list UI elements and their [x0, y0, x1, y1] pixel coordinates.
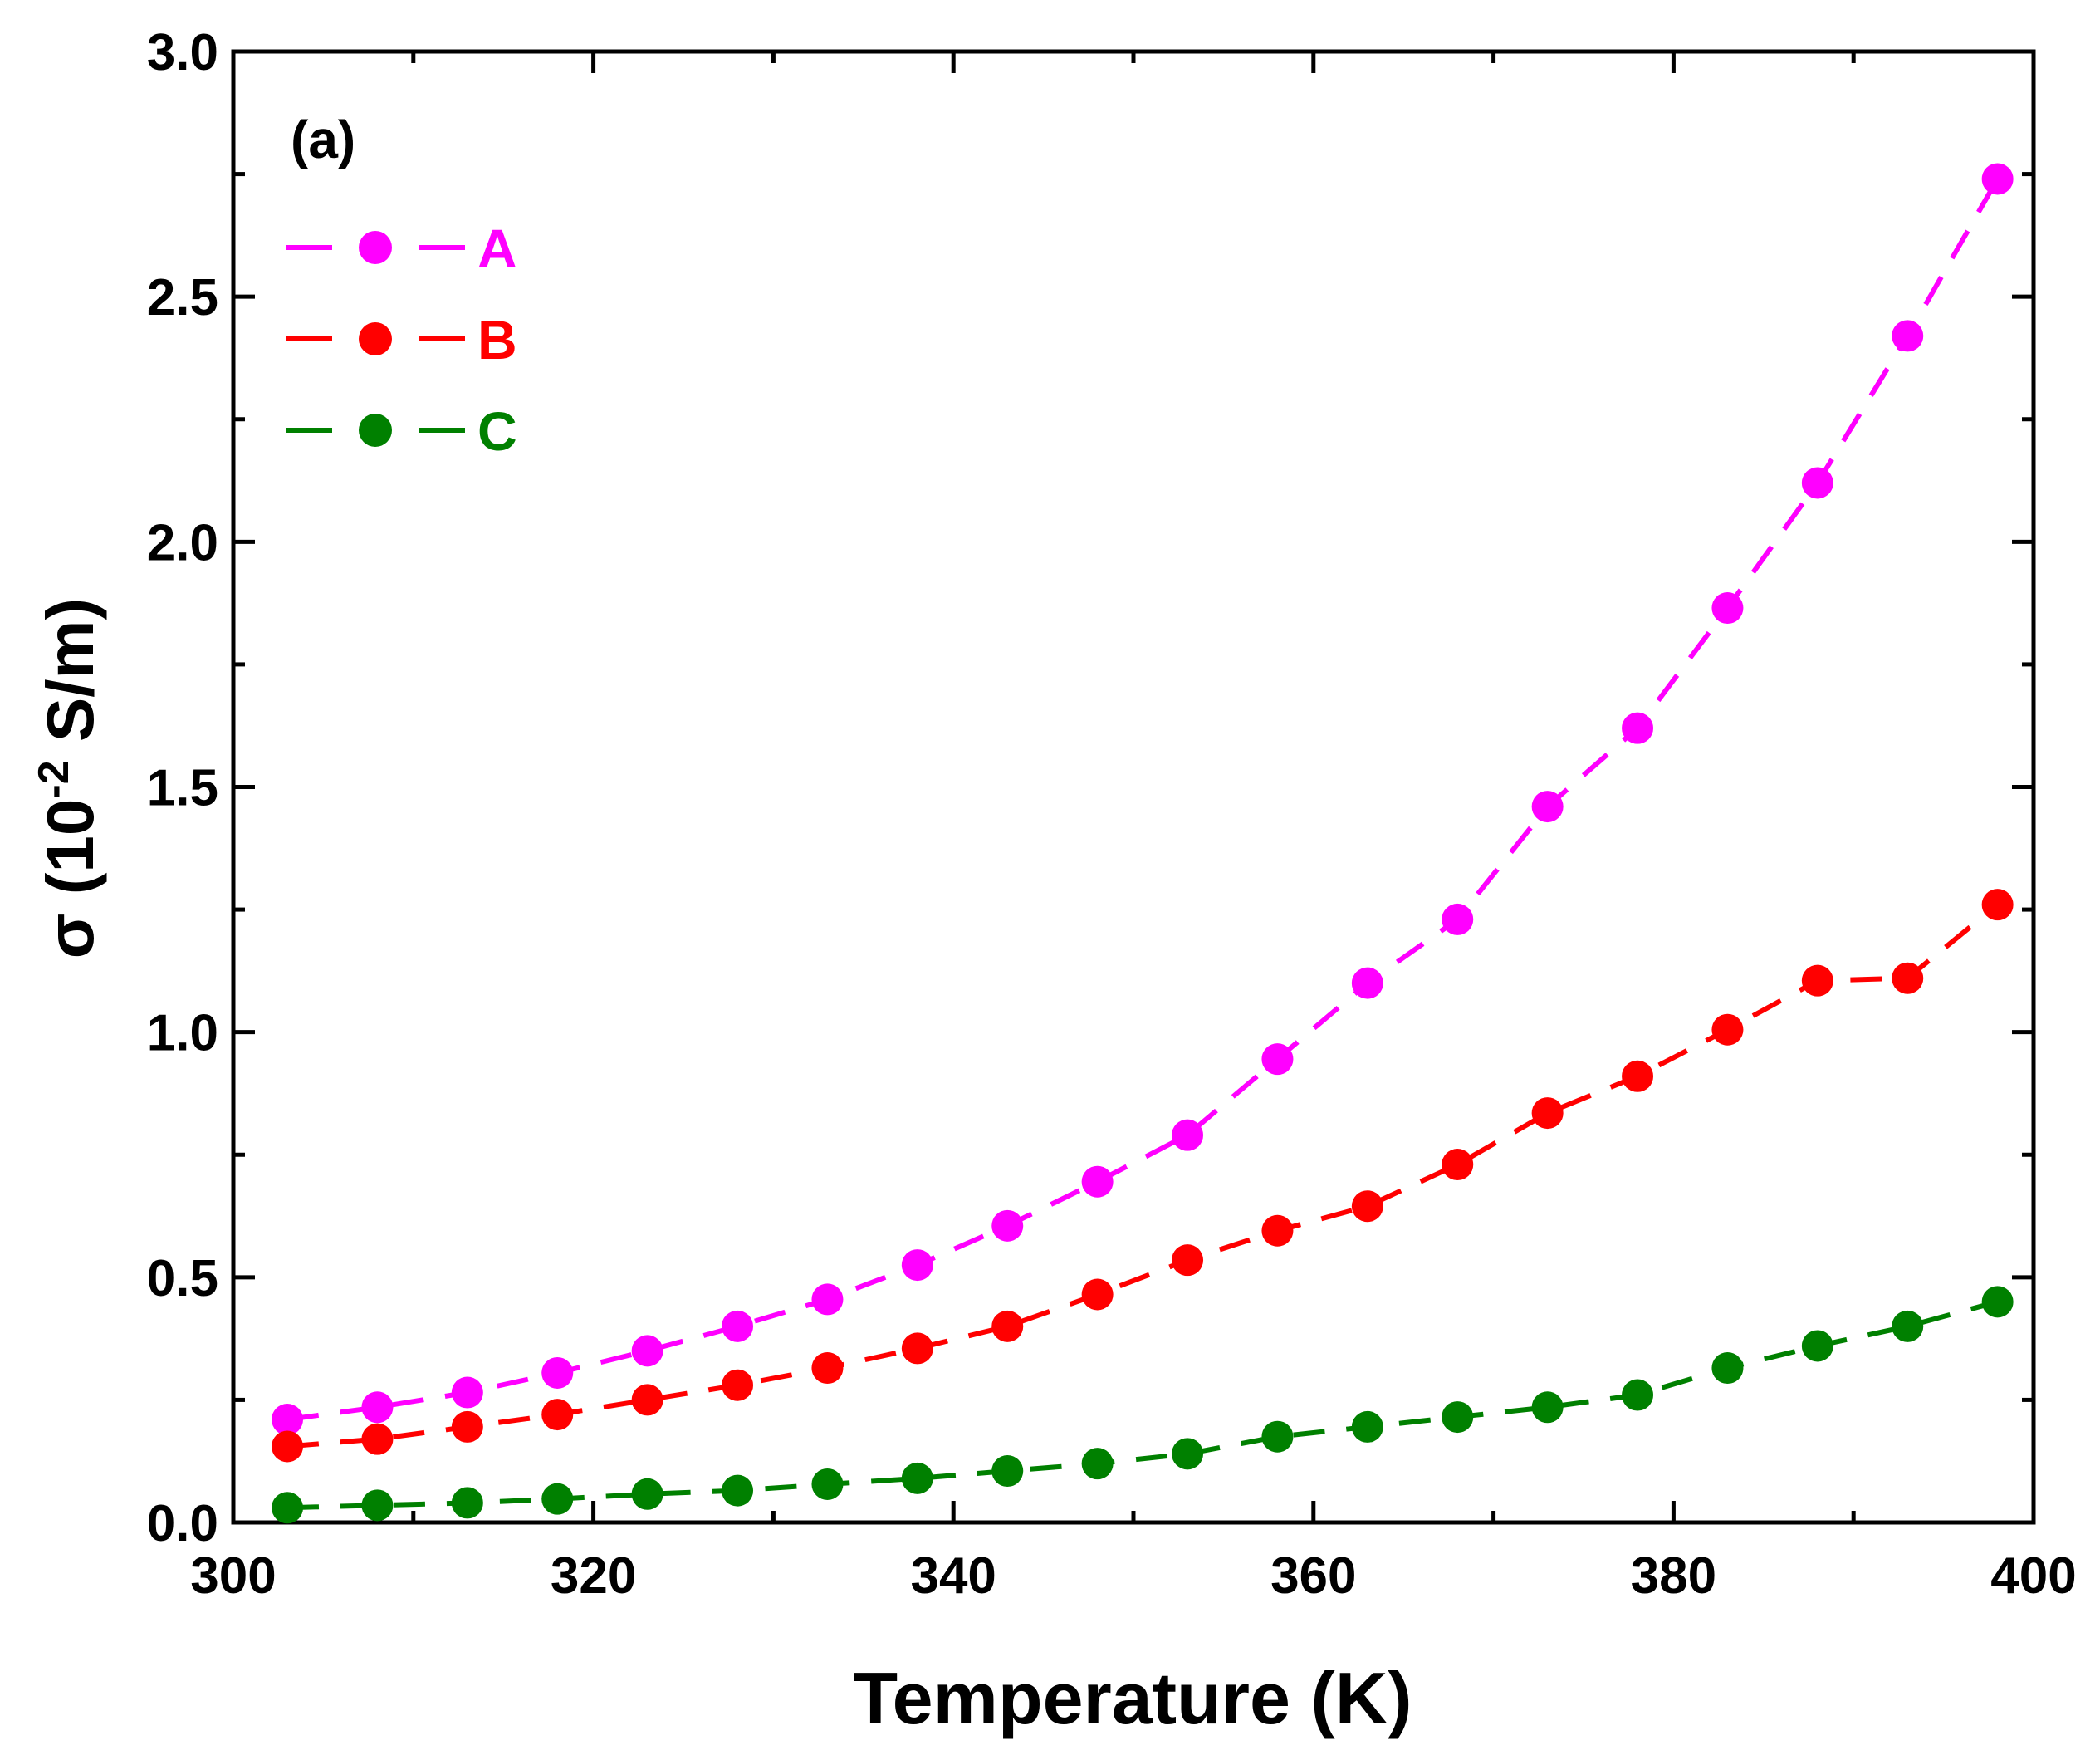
data-point-B [1622, 1060, 1654, 1092]
legend-item-B: B [286, 309, 517, 370]
data-point-A [361, 1391, 394, 1424]
legend: ABC [286, 218, 517, 462]
data-point-C [722, 1474, 754, 1507]
data-point-C [541, 1483, 574, 1515]
data-point-B [451, 1410, 483, 1443]
data-point-A [1531, 791, 1564, 823]
data-point-C [631, 1478, 663, 1510]
data-point-B [541, 1399, 574, 1431]
data-point-B [272, 1430, 304, 1463]
legend-marker [359, 322, 392, 355]
data-point-C [1622, 1379, 1654, 1411]
series-A [272, 163, 2014, 1436]
data-point-B [1801, 964, 1833, 997]
data-point-B [361, 1423, 394, 1455]
data-point-A [1081, 1165, 1114, 1198]
data-point-A [1801, 467, 1833, 499]
legend-item-A: A [286, 218, 517, 279]
data-point-C [1711, 1352, 1744, 1385]
legend-item-C: C [286, 400, 517, 462]
data-point-A [1622, 712, 1654, 744]
x-tick-label: 340 [910, 1547, 996, 1605]
data-point-B [1081, 1278, 1114, 1311]
x-tick-label: 400 [1990, 1547, 2076, 1605]
x-tick-label: 300 [190, 1547, 276, 1605]
data-point-A [811, 1283, 844, 1316]
data-point-B [1351, 1190, 1383, 1223]
y-tick-label: 3.0 [147, 24, 218, 81]
data-point-C [361, 1489, 394, 1522]
data-point-C [991, 1455, 1024, 1488]
y-tick-label: 0.0 [147, 1495, 218, 1552]
data-point-A [272, 1404, 304, 1436]
data-point-A [1981, 163, 2014, 195]
data-point-C [1442, 1401, 1474, 1434]
data-point-B [1172, 1244, 1204, 1277]
y-axis-title-sup: -2 [30, 760, 78, 798]
data-point-C [1892, 1310, 1924, 1342]
panel-label: (a) [291, 110, 355, 169]
data-point-A [1711, 592, 1744, 625]
data-point-A [451, 1376, 483, 1409]
legend-label: B [477, 309, 517, 370]
series-B [272, 889, 2014, 1463]
y-tick-label: 1.0 [147, 1005, 218, 1062]
y-axis-title: σ (10-2 S/m) [30, 598, 107, 958]
data-point-A [541, 1356, 574, 1389]
y-tick-label: 1.5 [147, 760, 218, 817]
data-point-B [1442, 1149, 1474, 1181]
data-point-A [901, 1249, 933, 1282]
data-point-C [272, 1492, 304, 1524]
data-point-C [1351, 1410, 1383, 1443]
data-point-B [722, 1369, 754, 1401]
legend-marker [359, 414, 392, 447]
data-point-B [811, 1352, 844, 1385]
series-layer [272, 163, 2014, 1524]
data-point-B [1261, 1214, 1294, 1247]
data-point-C [451, 1487, 483, 1519]
data-point-B [1981, 889, 2014, 921]
data-point-C [1981, 1286, 2014, 1318]
data-point-C [901, 1462, 933, 1494]
data-point-B [1892, 962, 1924, 994]
y-tick-label: 2.0 [147, 514, 218, 571]
data-point-A [631, 1335, 663, 1367]
data-point-C [1801, 1330, 1833, 1362]
data-point-A [1261, 1043, 1294, 1076]
y-tick-label: 2.5 [147, 269, 218, 326]
data-point-C [1172, 1438, 1204, 1470]
data-point-A [1442, 903, 1474, 935]
data-point-A [991, 1209, 1024, 1242]
data-point-A [1351, 967, 1383, 999]
data-point-B [631, 1384, 663, 1416]
legend-label: C [477, 400, 517, 462]
x-axis-title: Temperature (K) [853, 1657, 1412, 1739]
legend-label: A [477, 218, 517, 279]
data-point-A [1892, 320, 1924, 352]
data-point-B [991, 1310, 1024, 1342]
data-point-C [1531, 1391, 1564, 1424]
data-point-B [901, 1332, 933, 1365]
series-C [272, 1286, 2014, 1524]
data-point-C [1261, 1420, 1294, 1453]
y-tick-label: 0.5 [147, 1250, 218, 1307]
data-point-B [1711, 1013, 1744, 1046]
data-point-B [1531, 1097, 1564, 1130]
x-tick-label: 380 [1631, 1547, 1716, 1605]
data-point-A [722, 1310, 754, 1342]
data-point-C [1081, 1448, 1114, 1480]
y-axis-title-main: σ (10 [33, 799, 107, 959]
x-tick-label: 320 [551, 1547, 636, 1605]
data-point-C [811, 1468, 844, 1500]
data-point-A [1172, 1119, 1204, 1151]
legend-marker [359, 231, 392, 264]
axes-layer: 300 320 340 360 380 400 0.0 0.5 1.0 1.5 2.0 2.5 3.0 [147, 24, 2077, 1605]
x-tick-label: 360 [1270, 1547, 1356, 1605]
y-axis-title-tail: S/m) [33, 598, 107, 761]
